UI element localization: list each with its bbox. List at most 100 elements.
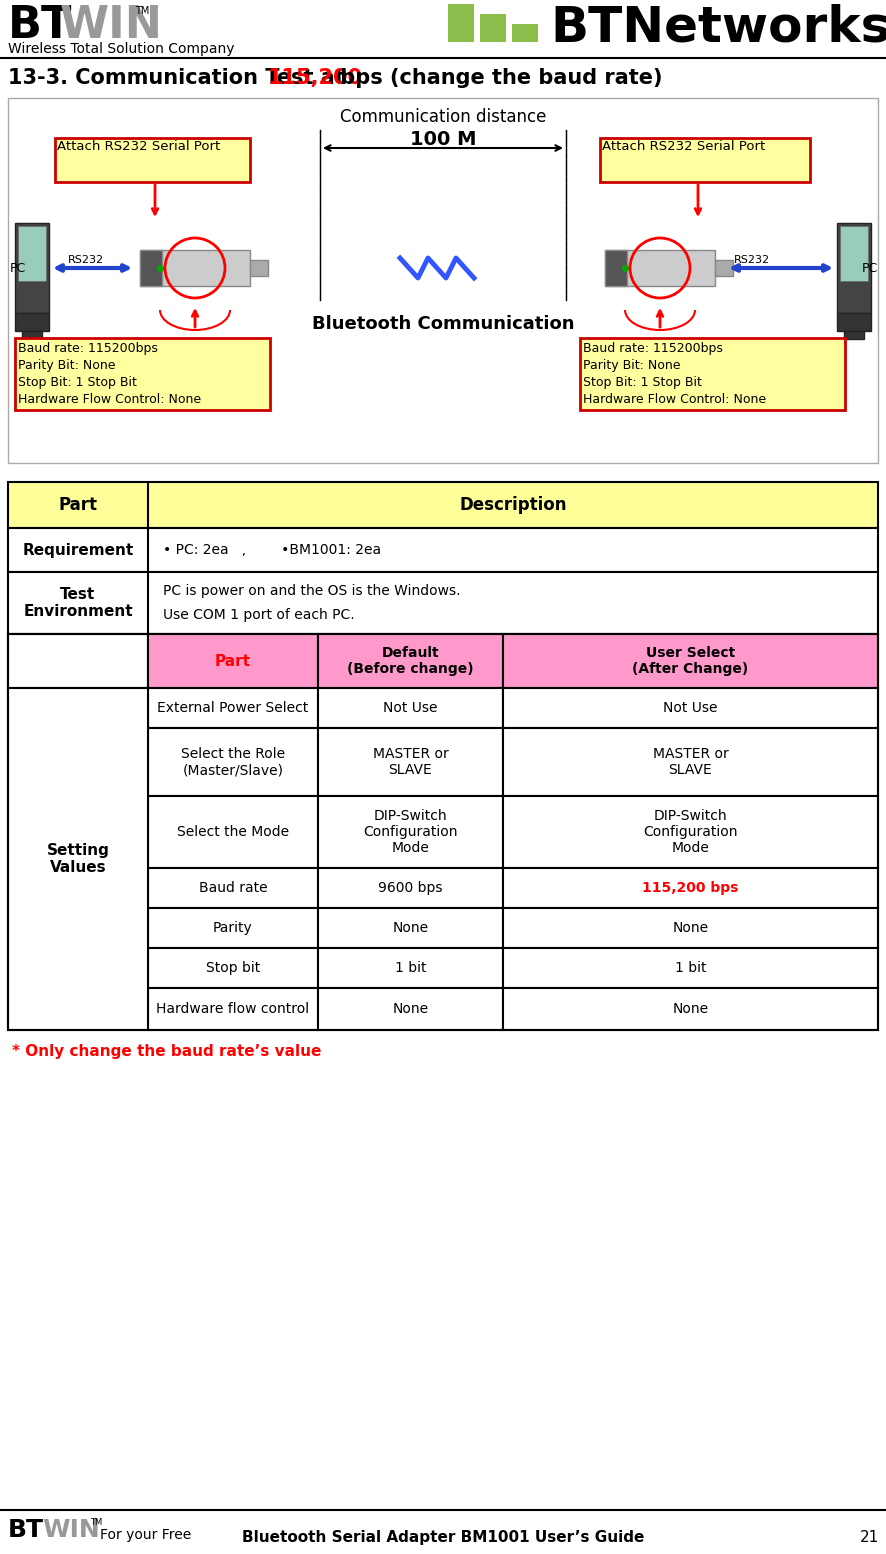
Bar — [480, 14, 506, 42]
Text: Description: Description — [459, 496, 567, 514]
Text: Default
(Before change): Default (Before change) — [347, 646, 474, 676]
Text: Attach RS232 Serial Port: Attach RS232 Serial Port — [57, 140, 221, 152]
Text: Baud rate: Baud rate — [198, 881, 268, 895]
Bar — [148, 634, 318, 688]
Text: Hardware Flow Control: None: Hardware Flow Control: None — [18, 393, 201, 406]
Text: Bluetooth Communication: Bluetooth Communication — [312, 315, 574, 333]
Text: Setting
Values: Setting Values — [47, 842, 110, 875]
Bar — [8, 634, 148, 688]
Text: Wireless Total Solution Company: Wireless Total Solution Company — [8, 42, 235, 56]
Bar — [503, 869, 878, 908]
Bar — [318, 869, 503, 908]
Text: Not Use: Not Use — [664, 701, 718, 715]
Bar — [580, 339, 845, 410]
Text: Not Use: Not Use — [384, 701, 438, 715]
Bar — [22, 331, 42, 339]
Text: • PC: 2ea   ,        •BM1001: 2ea: • PC: 2ea , •BM1001: 2ea — [163, 542, 381, 556]
Bar — [15, 339, 270, 410]
Text: DIP-Switch
Configuration
Mode: DIP-Switch Configuration Mode — [363, 808, 458, 855]
Bar — [55, 138, 250, 182]
Bar — [837, 224, 871, 312]
Text: MASTER or
SLAVE: MASTER or SLAVE — [653, 747, 728, 777]
Text: Part: Part — [215, 654, 251, 668]
Text: Parity: Parity — [214, 922, 253, 936]
Text: 115,200: 115,200 — [268, 68, 363, 89]
Bar — [605, 250, 715, 286]
Bar — [8, 98, 878, 463]
Bar — [512, 23, 538, 42]
Bar — [840, 225, 868, 281]
Text: 13-3. Communication Test at: 13-3. Communication Test at — [8, 68, 352, 89]
Bar — [318, 988, 503, 1030]
Text: External Power Select: External Power Select — [158, 701, 308, 715]
Bar — [148, 988, 318, 1030]
Text: Hardware Flow Control: None: Hardware Flow Control: None — [583, 393, 766, 406]
Text: 1 bit: 1 bit — [395, 960, 426, 974]
Text: * Only change the baud rate’s value: * Only change the baud rate’s value — [12, 1044, 322, 1058]
Bar — [8, 482, 878, 528]
Bar — [250, 260, 268, 277]
Text: WIN: WIN — [42, 1518, 100, 1542]
Text: Baud rate: 115200bps: Baud rate: 115200bps — [18, 342, 158, 354]
Text: Parity Bit: None: Parity Bit: None — [583, 359, 680, 371]
Bar — [15, 312, 49, 331]
Text: 115,200 bps: 115,200 bps — [642, 881, 739, 895]
Bar — [140, 250, 250, 286]
Text: Baud rate: 115200bps: Baud rate: 115200bps — [583, 342, 723, 354]
Text: 1 bit: 1 bit — [675, 960, 706, 974]
Bar — [503, 948, 878, 988]
Bar — [503, 908, 878, 948]
Bar — [605, 250, 627, 286]
Bar — [8, 528, 878, 572]
Text: BT: BT — [8, 1518, 44, 1542]
Bar — [8, 572, 878, 634]
Bar — [318, 796, 503, 869]
Text: Stop Bit: 1 Stop Bit: Stop Bit: 1 Stop Bit — [18, 376, 136, 388]
Text: None: None — [672, 922, 709, 936]
Text: None: None — [392, 1002, 429, 1016]
Bar — [318, 948, 503, 988]
Text: TM: TM — [90, 1518, 102, 1528]
Text: Select the Mode: Select the Mode — [177, 825, 289, 839]
Text: Stop Bit: 1 Stop Bit: Stop Bit: 1 Stop Bit — [583, 376, 702, 388]
Text: PC: PC — [10, 261, 27, 275]
Text: None: None — [392, 922, 429, 936]
Text: BT: BT — [8, 5, 73, 47]
Text: 100 M: 100 M — [409, 131, 477, 149]
Bar — [15, 224, 49, 312]
Text: MASTER or
SLAVE: MASTER or SLAVE — [373, 747, 448, 777]
Text: Select the Role
(Master/Slave): Select the Role (Master/Slave) — [181, 747, 285, 777]
Bar — [503, 688, 878, 727]
Bar — [148, 796, 318, 869]
Bar — [318, 634, 503, 688]
Text: For your Free: For your Free — [100, 1528, 191, 1542]
Bar — [503, 634, 878, 688]
Bar — [318, 908, 503, 948]
Bar — [448, 5, 474, 42]
Text: TM: TM — [135, 6, 150, 16]
Text: BTNetworks: BTNetworks — [550, 3, 886, 51]
Bar — [503, 796, 878, 869]
Bar — [503, 727, 878, 796]
Text: User Select
(After Change): User Select (After Change) — [633, 646, 749, 676]
Bar — [600, 138, 810, 182]
Bar — [503, 988, 878, 1030]
Bar — [837, 312, 871, 331]
Text: Part: Part — [58, 496, 97, 514]
Text: Stop bit: Stop bit — [206, 960, 260, 974]
Text: RS232: RS232 — [68, 255, 105, 266]
Text: Test
Environment: Test Environment — [23, 587, 133, 618]
Bar — [318, 727, 503, 796]
Text: WIN: WIN — [60, 5, 163, 47]
Text: None: None — [672, 1002, 709, 1016]
Text: Hardware flow control: Hardware flow control — [157, 1002, 309, 1016]
Text: bps (change the baud rate): bps (change the baud rate) — [333, 68, 663, 89]
Text: Use COM 1 port of each PC.: Use COM 1 port of each PC. — [163, 608, 354, 622]
Bar — [148, 908, 318, 948]
Bar — [8, 634, 878, 1030]
Text: Communication distance: Communication distance — [340, 107, 546, 126]
Text: 9600 bps: 9600 bps — [378, 881, 443, 895]
Text: Attach RS232 Serial Port: Attach RS232 Serial Port — [602, 140, 766, 152]
Bar — [148, 688, 318, 727]
Bar — [318, 688, 503, 727]
